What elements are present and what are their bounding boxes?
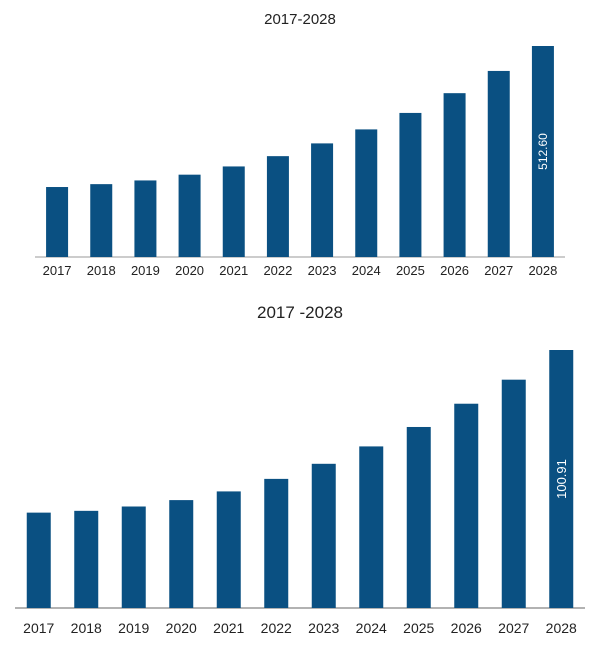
chart-bottom: 2017 -2028 2017 2018 2019 2020 2021 2022 2023 2… xyxy=(15,303,585,636)
chart-bottom-x-tick-labels: 2017 2018 2019 2020 2021 2022 2023 2024 2025 2026… xyxy=(23,620,577,636)
x-tick-label-2022: 2022 xyxy=(263,263,292,278)
bar-2026 xyxy=(443,93,466,257)
data-label-2028: 512.60 xyxy=(536,133,550,170)
bar-2020 xyxy=(169,500,194,608)
x-tick-label-2023: 2023 xyxy=(308,263,337,278)
data-label-2028: 100.91 xyxy=(554,459,569,499)
chart-bottom-data-labels: 100.91 xyxy=(554,459,569,499)
x-tick-label-2025: 2025 xyxy=(403,620,434,636)
bar-2025 xyxy=(399,112,422,258)
bar-2017 xyxy=(26,512,51,608)
bar-2022 xyxy=(264,478,289,608)
x-tick-label-2028: 2028 xyxy=(546,620,577,636)
x-tick-label-2018: 2018 xyxy=(71,620,102,636)
x-tick-label-2026: 2026 xyxy=(440,263,469,278)
bar-2024 xyxy=(359,446,384,608)
chart-bottom-title: 2017 -2028 xyxy=(257,303,343,322)
bar-2018 xyxy=(74,510,99,608)
bar-2020 xyxy=(178,174,201,257)
x-tick-label-2020: 2020 xyxy=(166,620,197,636)
x-tick-label-2026: 2026 xyxy=(451,620,482,636)
x-tick-label-2021: 2021 xyxy=(219,263,248,278)
x-tick-label-2020: 2020 xyxy=(175,263,204,278)
bar-2026 xyxy=(454,403,479,608)
bar-2027 xyxy=(487,70,510,257)
bar-2022 xyxy=(266,156,289,257)
x-tick-label-2023: 2023 xyxy=(308,620,339,636)
bar-2017 xyxy=(46,187,69,257)
x-tick-label-2024: 2024 xyxy=(356,620,387,636)
bar-2028 xyxy=(549,350,574,608)
bar-2021 xyxy=(222,166,245,257)
bar-2018 xyxy=(90,184,113,257)
x-tick-label-2017: 2017 xyxy=(23,620,54,636)
x-tick-label-2028: 2028 xyxy=(528,263,557,278)
chart-bottom-bars xyxy=(26,350,574,608)
bar-2023 xyxy=(311,143,334,257)
bar-2023 xyxy=(311,463,336,608)
x-tick-label-2021: 2021 xyxy=(213,620,244,636)
chart-top: 2017-2028 2017 2018 2019 2020 2021 2022 2023 20… xyxy=(35,11,565,278)
chart-top-title: 2017-2028 xyxy=(264,11,336,28)
x-tick-label-2019: 2019 xyxy=(131,263,160,278)
x-tick-label-2025: 2025 xyxy=(396,263,425,278)
bar-2025 xyxy=(406,426,431,608)
bar-2021 xyxy=(216,491,241,608)
chart-top-x-tick-labels: 2017 2018 2019 2020 2021 2022 2023 2024 2025 2026… xyxy=(43,263,558,278)
x-tick-label-2027: 2027 xyxy=(484,263,513,278)
bar-2028 xyxy=(531,46,554,257)
chart-top-data-labels: 512.60 xyxy=(536,133,550,170)
bar-2019 xyxy=(121,506,146,608)
x-tick-label-2024: 2024 xyxy=(352,263,381,278)
x-tick-label-2019: 2019 xyxy=(118,620,149,636)
x-tick-label-2017: 2017 xyxy=(43,263,72,278)
bar-2019 xyxy=(134,180,157,257)
chart-top-bars xyxy=(46,46,554,258)
bar-2027 xyxy=(501,379,526,608)
x-tick-label-2018: 2018 xyxy=(87,263,116,278)
x-tick-label-2022: 2022 xyxy=(261,620,292,636)
bar-2024 xyxy=(355,129,378,257)
x-tick-label-2027: 2027 xyxy=(498,620,529,636)
